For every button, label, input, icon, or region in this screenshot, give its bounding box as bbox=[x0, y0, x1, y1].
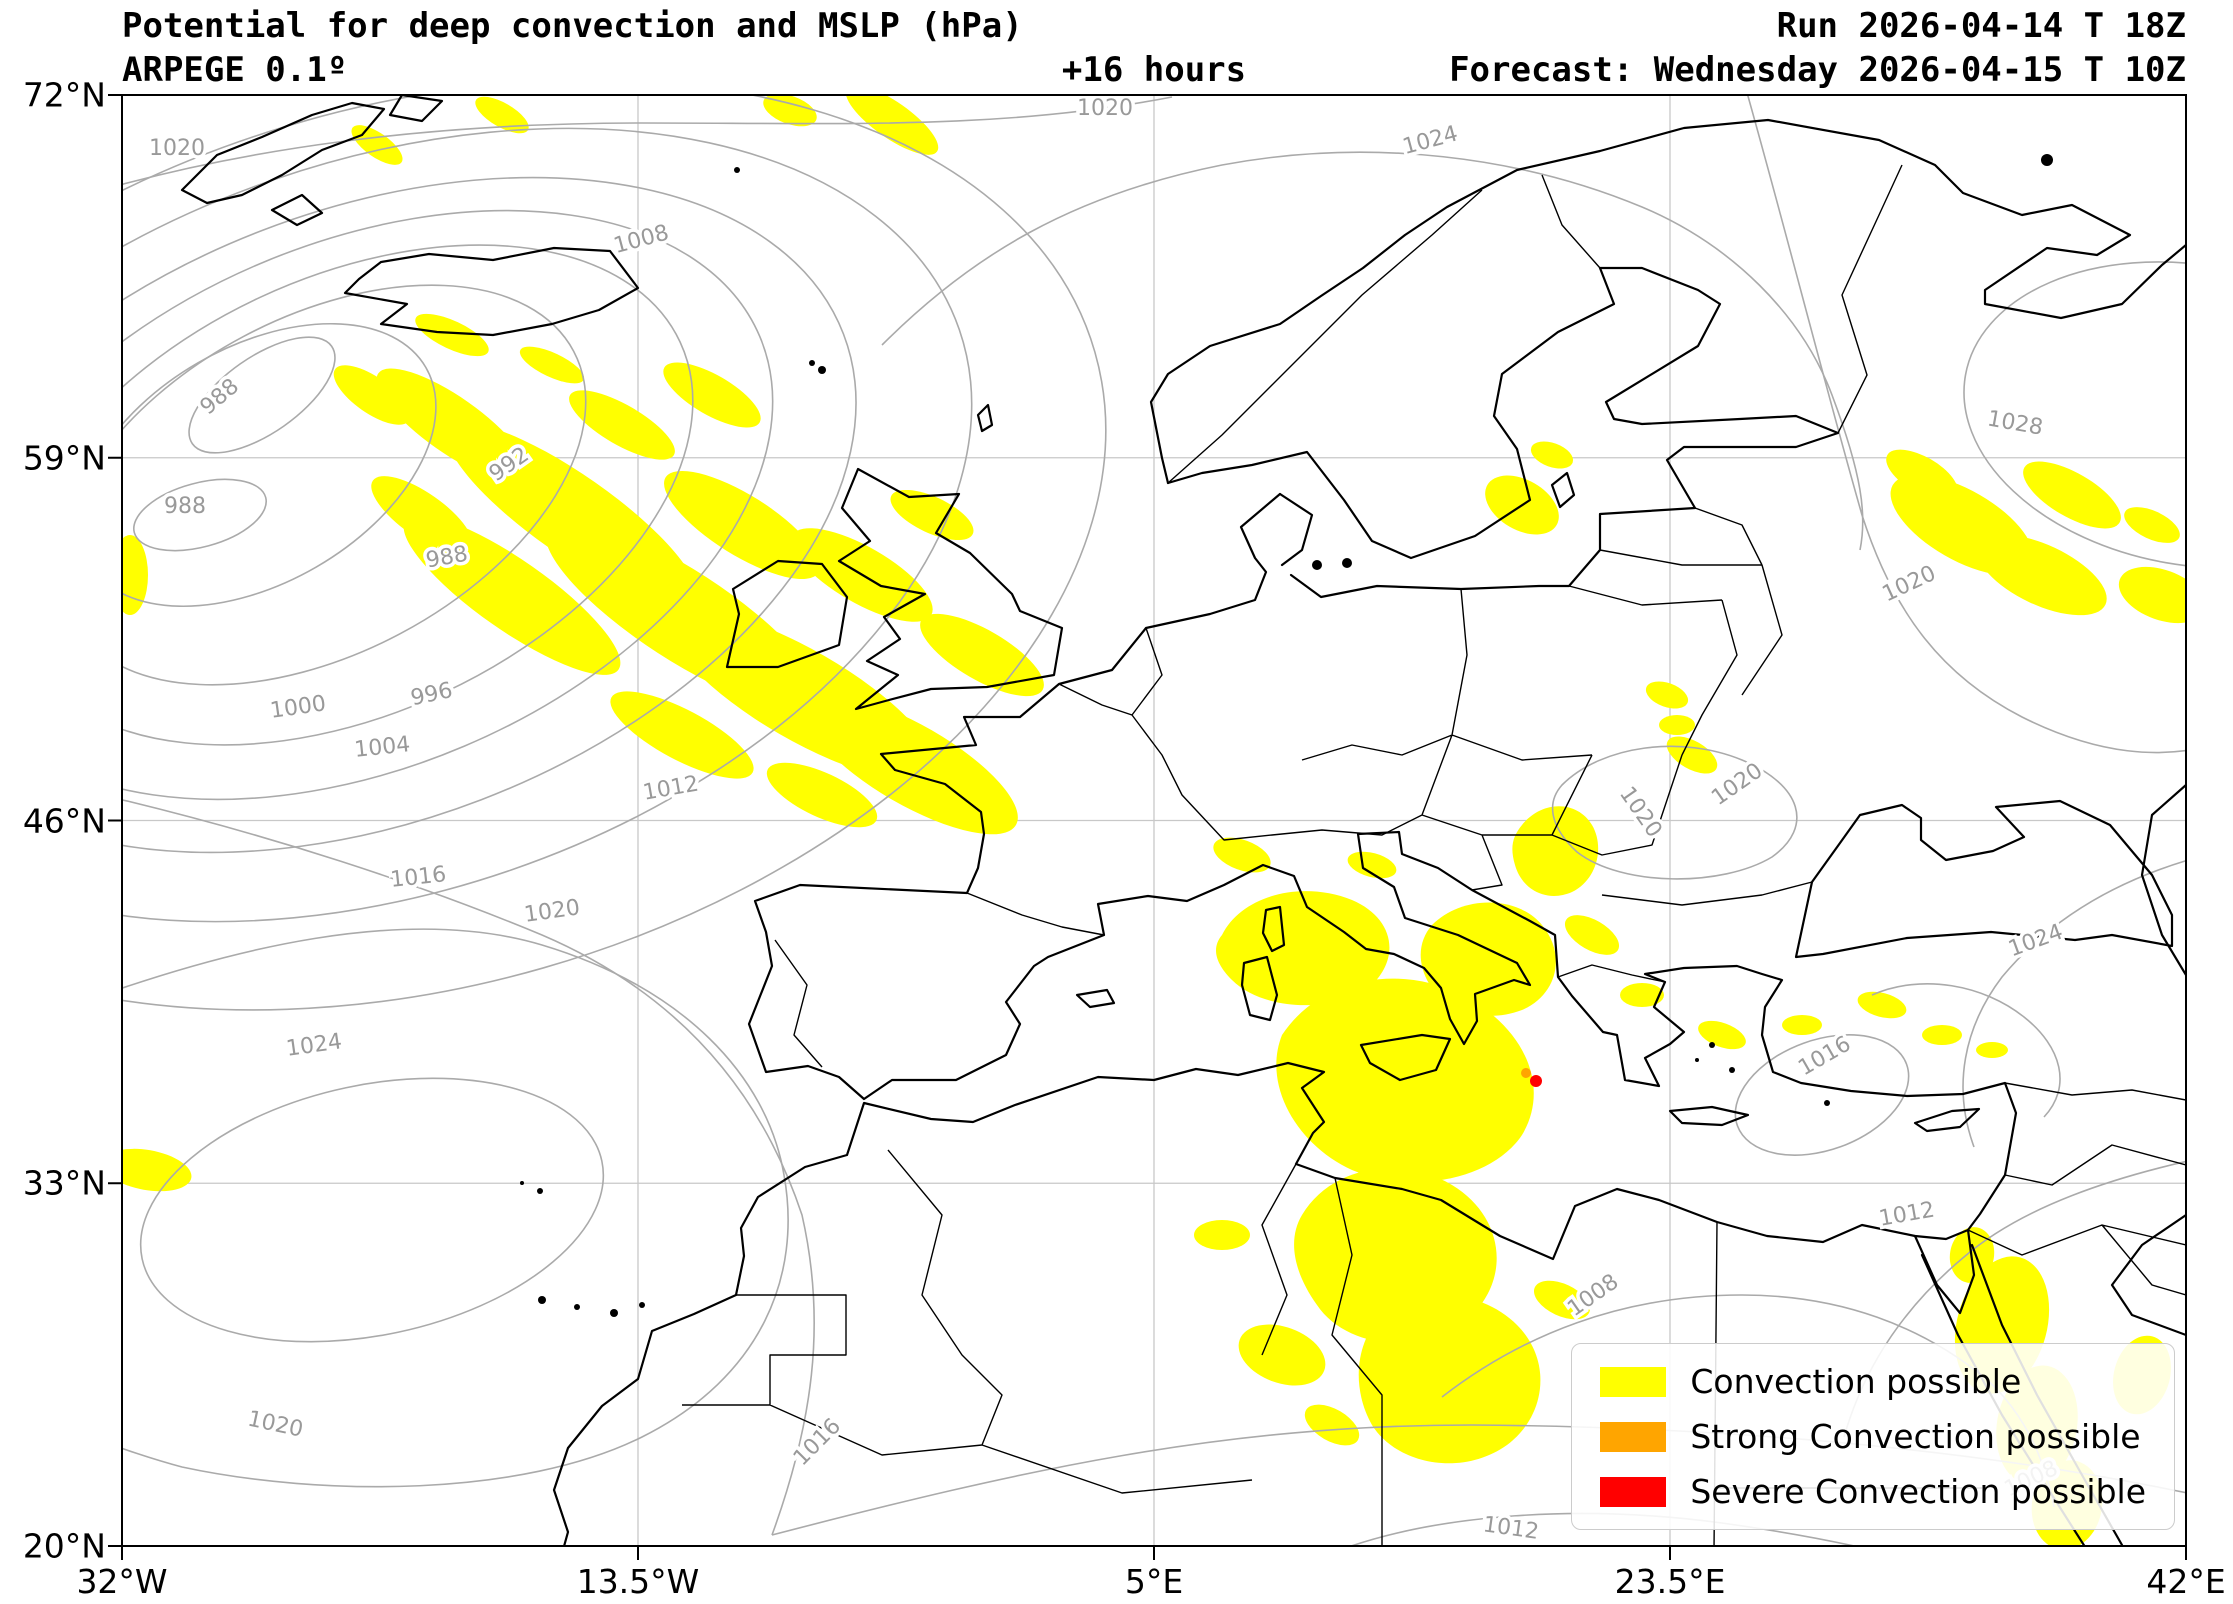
lon-tick-label: 32°W bbox=[76, 1562, 168, 1601]
crete-coast bbox=[1668, 1105, 1750, 1127]
coastline-layer bbox=[180, 95, 2186, 1546]
isobar-label: 1024 bbox=[2005, 920, 2066, 963]
legend-item: Severe Convection possible bbox=[1600, 1472, 2146, 1511]
isobar-label: 1016 bbox=[789, 1414, 846, 1471]
lat-tick-label: 33°N bbox=[22, 1163, 106, 1203]
black-sea-coast bbox=[1794, 799, 2174, 959]
isobar-label: 988 bbox=[196, 374, 244, 420]
legend-label: Strong Convection possible bbox=[1690, 1417, 2141, 1456]
axis-ticks bbox=[108, 94, 2187, 1560]
legend-swatch bbox=[1600, 1421, 1667, 1452]
gotland-coast bbox=[1550, 471, 1576, 509]
page-title: Potential for deep convection and MSLP (… bbox=[122, 6, 1023, 46]
isobar-label: 1020 bbox=[149, 136, 205, 161]
mallorca-coast bbox=[1075, 988, 1116, 1009]
small-islands bbox=[520, 154, 2053, 1317]
map-canvas: 1020100898899298898899610001004101210161… bbox=[108, 94, 2187, 1560]
lat-tick-label: 59°N bbox=[22, 438, 106, 478]
isobar-label: 1016 bbox=[1794, 1032, 1855, 1082]
isobar-label: 1020 bbox=[1879, 561, 1940, 607]
corsica-coast bbox=[1261, 905, 1286, 953]
legend-item: Strong Convection possible bbox=[1600, 1417, 2146, 1456]
lon-tick-label: 23.5°E bbox=[1614, 1562, 1726, 1601]
legend-swatch bbox=[1600, 1476, 1667, 1507]
isobar-label: 988 bbox=[164, 494, 206, 519]
lon-tick-label: 5°E bbox=[1124, 1562, 1184, 1601]
greenland-coast bbox=[180, 95, 444, 227]
strong-convection-spot bbox=[1521, 1068, 1531, 1078]
isobar-label: 1012 bbox=[1481, 1512, 1540, 1545]
isobar-label: 1020 bbox=[523, 895, 582, 928]
isobar-label: 1012 bbox=[641, 771, 700, 805]
ireland-coast bbox=[725, 559, 849, 669]
isobar-label: 1024 bbox=[1400, 121, 1461, 160]
legend-label: Severe Convection possible bbox=[1690, 1472, 2146, 1511]
iceland-coast bbox=[343, 246, 640, 337]
isobar-label: 1000 bbox=[269, 691, 328, 724]
isobar-label: 1008 bbox=[1563, 1269, 1623, 1322]
lat-tick-label: 72°N bbox=[22, 75, 106, 115]
cyprus-coast bbox=[1913, 1107, 1981, 1133]
model-label: ARPEGE 0.1º bbox=[122, 50, 348, 90]
shetland-coast bbox=[976, 403, 994, 433]
isobar-label: 1028 bbox=[1985, 406, 2044, 440]
isobar-label: 1020 bbox=[245, 1407, 305, 1443]
great-britain-coast bbox=[837, 467, 1064, 711]
isobar-label: 1020 bbox=[1614, 782, 1667, 842]
isobar-layer bbox=[122, 95, 2186, 1546]
lon-tick-label: 42°E bbox=[2146, 1562, 2226, 1601]
legend-label: Convection possible bbox=[1690, 1362, 2022, 1401]
baltic-coast bbox=[1166, 266, 1840, 599]
plot-border bbox=[121, 94, 2187, 1547]
caspian-coast bbox=[2140, 783, 2186, 977]
lead-time-label: +16 hours bbox=[1061, 50, 1247, 90]
isobar-label: 1024 bbox=[285, 1029, 344, 1062]
denmark-east-coast bbox=[1278, 492, 1314, 567]
isobar-label: 1012 bbox=[1877, 1197, 1936, 1231]
run-label: Run 2026-04-14 T 18Z bbox=[1776, 6, 2186, 46]
legend: Convection possible Strong Convection pos… bbox=[1571, 1343, 2175, 1530]
convection-layer bbox=[122, 95, 2186, 1546]
lon-tick-label: 13.5°W bbox=[576, 1562, 700, 1601]
mainland-coast bbox=[552, 492, 2018, 1546]
isobar-label: 1004 bbox=[353, 732, 411, 763]
isobar-label: 1016 bbox=[389, 862, 447, 893]
forecast-label: Forecast: Wednesday 2026-04-15 T 10Z bbox=[1449, 50, 2186, 90]
sardinia-coast bbox=[1240, 955, 1279, 1022]
legend-item: Convection possible bbox=[1600, 1362, 2146, 1401]
severe-convection-spot bbox=[1530, 1075, 1542, 1087]
isobar-label: 1020 bbox=[1077, 96, 1133, 121]
scandinavia-coast bbox=[1149, 118, 2186, 485]
gridlines-layer bbox=[122, 95, 2186, 1546]
lat-tick-label: 20°N bbox=[22, 1526, 106, 1566]
sicily-coast bbox=[1359, 1033, 1452, 1082]
legend-swatch bbox=[1600, 1366, 1667, 1397]
persian-gulf-coast bbox=[2110, 1213, 2186, 1337]
isobar-label: 996 bbox=[409, 678, 455, 711]
lat-tick-label: 46°N bbox=[22, 801, 106, 840]
